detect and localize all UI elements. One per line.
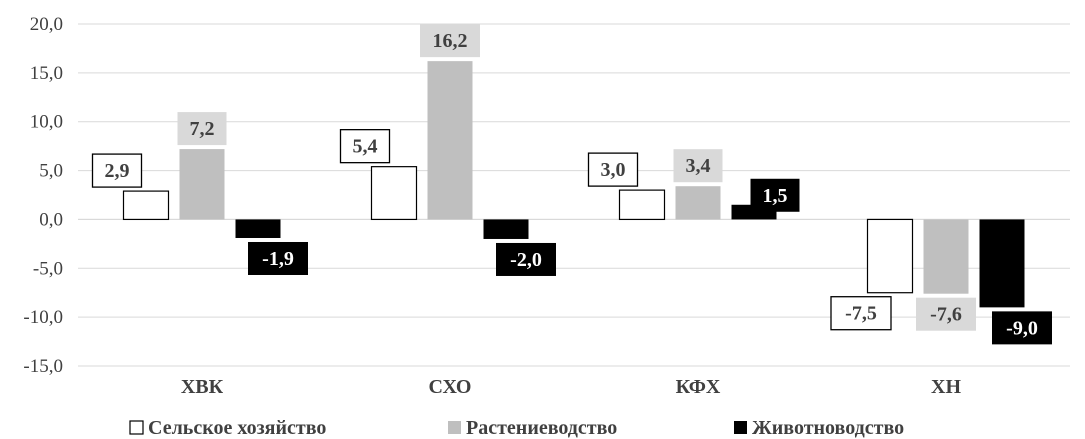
data-label-box xyxy=(339,129,391,164)
y-tick-label: 5,0 xyxy=(39,161,63,182)
legend-label: Животноводство xyxy=(752,417,904,439)
data-label: 2,9 xyxy=(105,160,130,182)
data-label: -2,0 xyxy=(510,249,542,271)
data-label-box xyxy=(587,152,639,187)
y-tick-label: -5,0 xyxy=(33,258,63,279)
legend-swatch xyxy=(129,420,144,435)
bar xyxy=(979,219,1025,308)
data-label: -9,0 xyxy=(1006,317,1038,339)
x-tick-label: ХН xyxy=(931,376,961,398)
data-label-box xyxy=(177,112,227,146)
data-label-box xyxy=(91,153,143,188)
data-label: 1,5 xyxy=(763,185,788,207)
x-tick-label: ХВК xyxy=(181,376,224,398)
data-label: -7,6 xyxy=(930,304,962,326)
data-label-box xyxy=(992,311,1052,345)
bar xyxy=(427,61,473,220)
bar xyxy=(235,219,281,238)
data-label: 16,2 xyxy=(433,30,468,52)
y-tick-label: 15,0 xyxy=(30,63,63,84)
data-label: 3,4 xyxy=(686,155,711,177)
data-label: 7,2 xyxy=(190,118,215,140)
data-label-box xyxy=(673,149,723,183)
bar xyxy=(866,218,914,294)
bar xyxy=(675,186,721,220)
data-label: -1,9 xyxy=(262,248,294,270)
data-label-box xyxy=(420,24,480,58)
legend-label: Сельское хозяйство xyxy=(148,417,326,439)
x-tick-label: СХО xyxy=(429,376,472,398)
bar xyxy=(370,166,418,221)
legend-swatch xyxy=(448,421,461,434)
y-tick-label: 10,0 xyxy=(30,112,63,133)
bar xyxy=(122,190,170,221)
data-label-box xyxy=(750,178,800,212)
data-label: 3,0 xyxy=(601,159,626,181)
x-tick-label: КФХ xyxy=(676,376,721,398)
data-label: 5,4 xyxy=(353,136,378,158)
bar xyxy=(923,219,969,294)
legend-swatch xyxy=(734,421,747,434)
data-label-box xyxy=(830,296,892,331)
bar xyxy=(483,219,529,239)
y-tick-label: -10,0 xyxy=(23,307,63,328)
y-tick-label: 20,0 xyxy=(30,14,63,35)
data-label: -7,5 xyxy=(845,303,877,325)
bar xyxy=(618,189,666,221)
data-label-box xyxy=(916,297,976,331)
bar xyxy=(179,149,225,220)
data-label-box xyxy=(496,242,556,276)
legend-label: Растениеводство xyxy=(466,417,617,439)
y-tick-label: -15,0 xyxy=(23,356,63,377)
y-tick-label: 0,0 xyxy=(39,209,63,230)
data-label-box xyxy=(248,241,308,275)
